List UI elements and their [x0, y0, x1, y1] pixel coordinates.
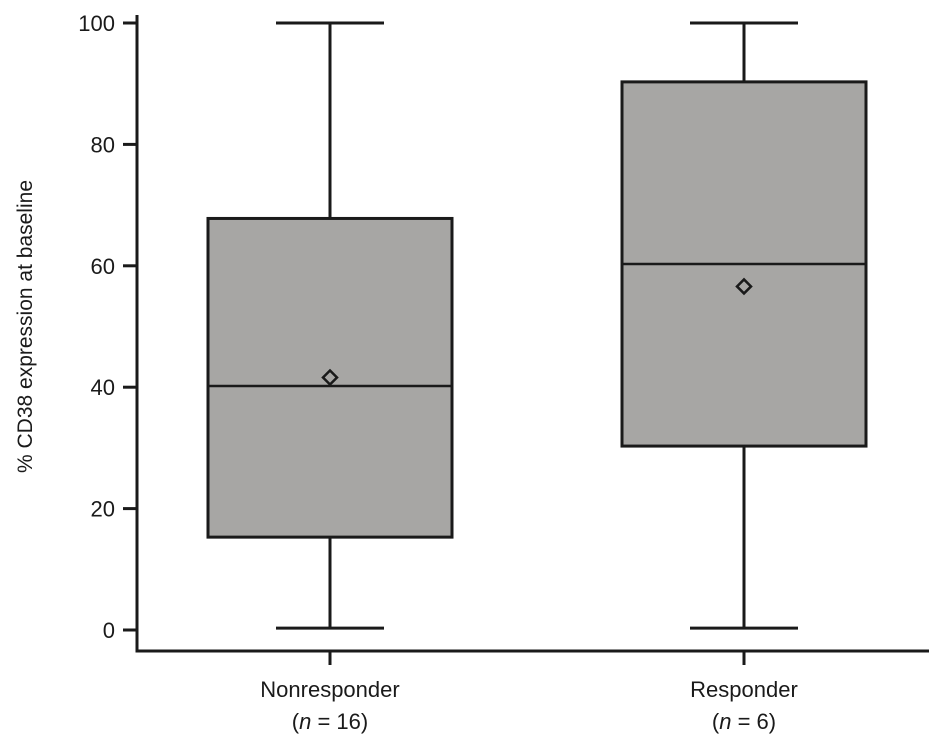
box-group-responder	[620, 21, 868, 630]
y-tick-label: 100	[78, 11, 115, 36]
category-label: Responder	[690, 677, 798, 702]
mean-marker	[321, 368, 339, 387]
axes: % CD38 expression at baseline	[14, 15, 929, 653]
y-tick-label: 60	[91, 254, 115, 279]
sample-size-label: (n = 16)	[292, 709, 368, 734]
y-axis-title: % CD38 expression at baseline	[14, 180, 37, 473]
y-ticks: 0 20 40 60 80 100	[78, 11, 137, 643]
y-tick-label: 20	[91, 497, 115, 522]
category-label: Nonresponder	[260, 677, 399, 702]
y-tick-label: 40	[91, 375, 115, 400]
sample-size-label: (n = 6)	[712, 709, 776, 734]
boxes	[206, 21, 868, 630]
mean-marker	[735, 277, 753, 296]
y-tick-label: 80	[91, 132, 115, 157]
box-group-nonresponder	[206, 21, 454, 630]
y-tick-label: 0	[103, 618, 115, 643]
category-labels: Nonresponder (n = 16) Responder (n = 6)	[260, 651, 798, 734]
